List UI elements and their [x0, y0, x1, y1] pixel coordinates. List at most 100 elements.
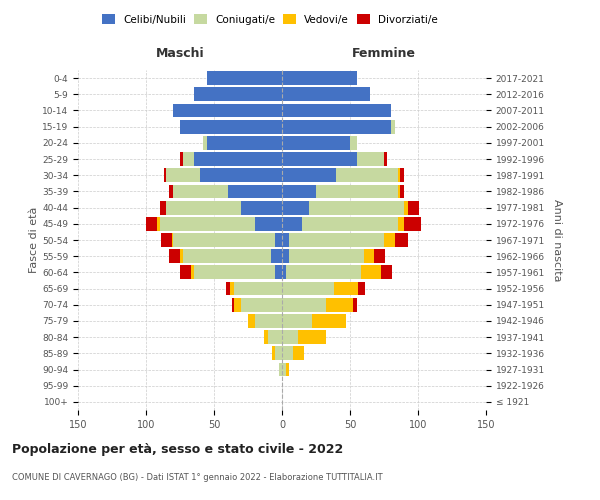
Bar [282, 168, 337, 182]
Bar [286, 266, 361, 280]
Bar [169, 184, 173, 198]
Bar [235, 298, 241, 312]
Bar [226, 282, 230, 296]
Bar [326, 298, 353, 312]
Bar [312, 314, 346, 328]
Bar [191, 266, 194, 280]
Bar [289, 233, 384, 247]
Bar [398, 217, 404, 230]
Bar [235, 282, 282, 296]
Bar [395, 233, 409, 247]
Bar [309, 200, 404, 214]
Bar [173, 184, 227, 198]
Bar [316, 184, 398, 198]
Bar [183, 250, 271, 263]
Bar [180, 152, 183, 166]
Bar [400, 184, 404, 198]
Bar [271, 250, 282, 263]
Bar [350, 136, 357, 149]
Bar [160, 217, 255, 230]
Bar [169, 250, 180, 263]
Bar [265, 330, 268, 344]
Bar [282, 362, 286, 376]
Bar [275, 233, 282, 247]
Bar [232, 298, 235, 312]
Y-axis label: Fasce di età: Fasce di età [29, 207, 39, 273]
Bar [357, 152, 384, 166]
Bar [255, 314, 282, 328]
Bar [160, 200, 166, 214]
Bar [194, 88, 282, 101]
Bar [293, 346, 304, 360]
Bar [391, 120, 395, 134]
Bar [200, 168, 282, 182]
Bar [364, 250, 374, 263]
Bar [166, 200, 241, 214]
Y-axis label: Anni di nascita: Anni di nascita [551, 198, 562, 281]
Bar [361, 266, 381, 280]
Bar [282, 200, 309, 214]
Bar [172, 233, 173, 247]
Bar [282, 120, 391, 134]
Bar [173, 233, 275, 247]
Text: Popolazione per età, sesso e stato civile - 2022: Popolazione per età, sesso e stato civil… [12, 442, 343, 456]
Bar [194, 266, 275, 280]
Bar [334, 282, 358, 296]
Text: COMUNE DI CAVERNAGO (BG) - Dati ISTAT 1° gennaio 2022 - Elaborazione TUTTITALIA.: COMUNE DI CAVERNAGO (BG) - Dati ISTAT 1°… [12, 472, 383, 482]
Bar [203, 136, 207, 149]
Bar [164, 168, 166, 182]
Bar [282, 104, 391, 118]
Bar [241, 298, 282, 312]
Bar [286, 362, 289, 376]
Bar [282, 250, 289, 263]
Bar [282, 71, 357, 85]
Bar [384, 233, 395, 247]
Bar [337, 168, 398, 182]
Bar [207, 136, 282, 149]
Bar [180, 120, 282, 134]
Bar [282, 346, 293, 360]
Bar [207, 71, 282, 85]
Bar [275, 346, 282, 360]
Bar [298, 330, 326, 344]
Bar [381, 266, 392, 280]
Bar [194, 152, 282, 166]
Text: Maschi: Maschi [155, 48, 205, 60]
Bar [404, 200, 409, 214]
Bar [384, 152, 387, 166]
Bar [302, 217, 398, 230]
Bar [282, 184, 316, 198]
Bar [282, 298, 326, 312]
Bar [282, 152, 357, 166]
Bar [248, 314, 255, 328]
Bar [398, 168, 400, 182]
Bar [180, 266, 191, 280]
Bar [268, 330, 282, 344]
Bar [282, 88, 370, 101]
Legend: Celibi/Nubili, Coniugati/e, Vedovi/e, Divorziati/e: Celibi/Nubili, Coniugati/e, Vedovi/e, Di… [98, 10, 442, 29]
Bar [289, 250, 364, 263]
Bar [374, 250, 385, 263]
Bar [161, 233, 172, 247]
Bar [282, 330, 298, 344]
Bar [180, 250, 183, 263]
Bar [183, 152, 194, 166]
Bar [255, 217, 282, 230]
Bar [282, 136, 350, 149]
Bar [272, 346, 275, 360]
Bar [173, 104, 282, 118]
Bar [282, 233, 289, 247]
Bar [230, 282, 235, 296]
Bar [282, 217, 302, 230]
Bar [157, 217, 160, 230]
Bar [227, 184, 282, 198]
Bar [404, 217, 421, 230]
Text: Femmine: Femmine [352, 48, 416, 60]
Bar [353, 298, 357, 312]
Bar [241, 200, 282, 214]
Bar [279, 362, 282, 376]
Bar [166, 168, 200, 182]
Bar [400, 168, 404, 182]
Bar [146, 217, 157, 230]
Bar [358, 282, 365, 296]
